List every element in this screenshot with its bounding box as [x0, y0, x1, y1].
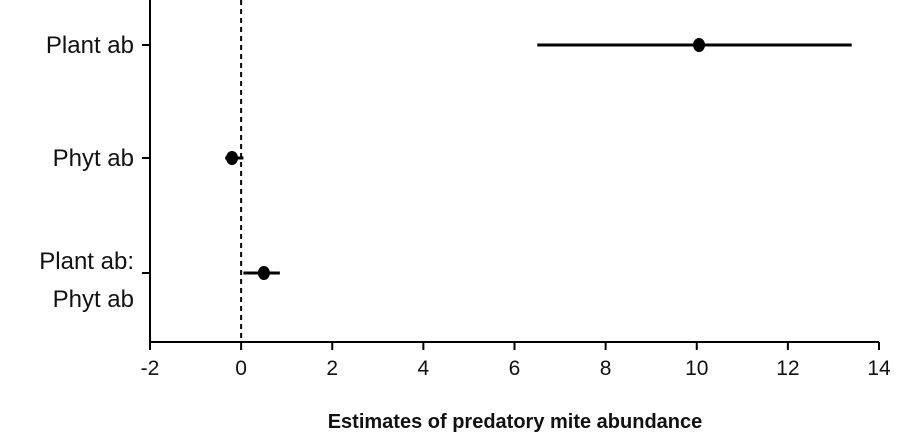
x-tick-label: 0: [235, 357, 247, 380]
x-ticks: -2 0 2 4 6 8 10 12 14: [141, 342, 891, 380]
category-label: Phyt ab: [53, 145, 134, 172]
x-tick-label: 2: [326, 357, 338, 380]
x-tick-label: -2: [141, 357, 160, 380]
estimate-rows: Plant ab Phyt ab Plant ab: Phyt ab: [39, 32, 852, 313]
x-tick-label: 14: [867, 357, 891, 380]
x-tick-label: 12: [776, 357, 799, 380]
x-tick-label: 4: [418, 357, 430, 380]
category-label: Phyt ab: [53, 286, 134, 313]
category-label: Plant ab:: [39, 248, 134, 275]
point-estimate: [257, 266, 270, 280]
x-axis-title: Estimates of predatory mite abundance: [328, 411, 703, 433]
category-label: Plant ab: [46, 32, 134, 59]
x-tick-label: 8: [600, 357, 612, 380]
x-tick-label: 10: [685, 357, 708, 380]
x-tick-label: 6: [509, 357, 521, 380]
point-estimate: [226, 151, 239, 165]
point-estimate: [693, 38, 706, 52]
